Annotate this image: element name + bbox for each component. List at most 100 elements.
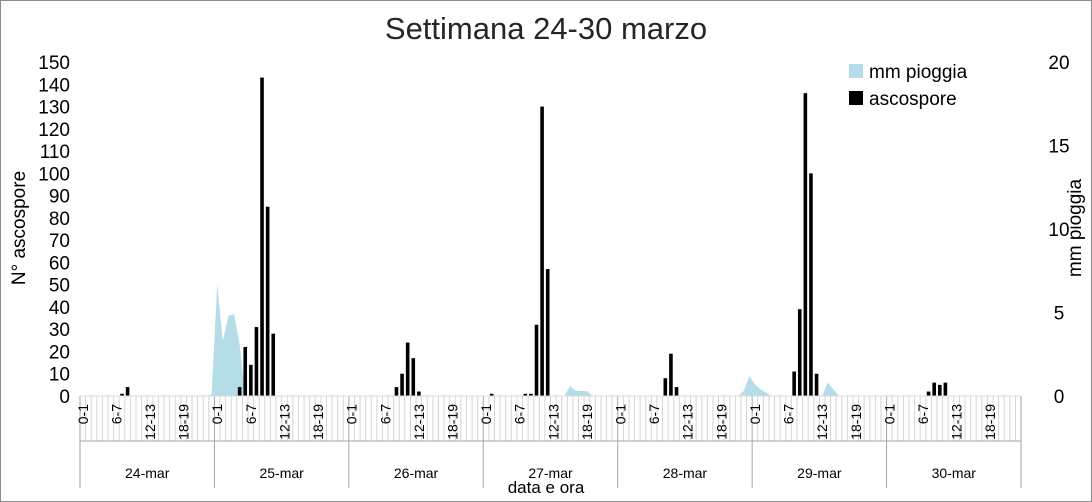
hour-tick-label: 12-13 — [545, 404, 561, 440]
ascospore-bar — [792, 371, 796, 396]
ascospore-bar — [932, 382, 936, 396]
legend-label-ascospore: ascospore — [869, 89, 957, 110]
ascospore-bar — [529, 393, 533, 396]
legend: mm pioggia ascospore — [849, 62, 968, 110]
hour-tick-label: 6-7 — [377, 404, 393, 424]
rain-area — [80, 284, 1021, 396]
y-tick-label: 90 — [49, 187, 70, 208]
hour-tick-label: 18-19 — [579, 404, 595, 440]
hour-tick-label: 6-7 — [243, 404, 259, 424]
hour-tick-label: 12-13 — [949, 404, 965, 440]
hour-tick-label: 12-13 — [814, 404, 830, 440]
hour-tick-label: 6-7 — [781, 404, 797, 424]
ascospore-bar — [120, 393, 124, 396]
day-label: 30-mar — [932, 465, 977, 481]
y2-tick-label: 5 — [1054, 304, 1065, 325]
ascospore-bar — [545, 269, 550, 396]
y-tick-label: 120 — [38, 120, 70, 141]
ascospore-bar — [926, 391, 931, 396]
ascospore-bar — [943, 382, 948, 396]
ascospore-bar — [125, 387, 130, 396]
ascospore-bar — [237, 387, 242, 396]
day-label: 29-mar — [797, 465, 842, 481]
ascospore-bar — [809, 173, 813, 396]
legend-swatch-rain — [849, 64, 863, 78]
hour-tick-label: 0-1 — [881, 404, 897, 424]
y-tick-label: 20 — [49, 342, 70, 363]
y2-tick-label: 20 — [1048, 53, 1069, 74]
hour-tick-label: 18-19 — [444, 404, 460, 440]
ascospore-bar — [254, 326, 259, 396]
ascospore-bar — [663, 378, 668, 396]
hour-tick-label: 18-19 — [176, 404, 192, 440]
y-tick-label: 70 — [49, 231, 70, 252]
hour-tick-label: 12-13 — [680, 404, 696, 440]
ascospore-bar — [534, 324, 539, 396]
ascospore-bar — [243, 347, 248, 396]
ascospore-bar — [417, 391, 421, 396]
hour-tick-label: 0-1 — [344, 404, 360, 424]
ascospore-bar — [674, 387, 679, 396]
ascospore-bar-series — [120, 77, 948, 397]
x-axis-label: data e ora — [508, 478, 585, 497]
hour-tick-label: 0-1 — [75, 404, 91, 424]
day-label: 25-mar — [259, 465, 304, 481]
hour-tick-label: 0-1 — [747, 404, 763, 424]
ascospore-bar — [400, 373, 404, 396]
hour-tick-label: 0-1 — [613, 404, 629, 424]
y-tick-label: 0 — [59, 387, 70, 408]
axes: 0102030405060708090100110120130140150051… — [38, 53, 1069, 481]
y-axis-label-right: mm pioggia — [1065, 178, 1086, 277]
y-tick-label: 150 — [38, 53, 70, 74]
hour-tick-label: 12-13 — [142, 404, 158, 440]
ascospore-bar — [669, 353, 673, 396]
hour-tick-label: 12-13 — [411, 404, 427, 440]
ascospore-bar — [540, 106, 544, 396]
legend-label-rain: mm pioggia — [869, 62, 968, 83]
ascospore-bar — [260, 77, 264, 396]
day-label: 26-mar — [394, 465, 439, 481]
ascospore-bar — [265, 206, 270, 396]
hour-tick-label: 6-7 — [646, 404, 662, 424]
ascospore-bar — [797, 309, 802, 396]
ascospore-bar — [803, 93, 808, 397]
y-tick-label: 110 — [40, 142, 70, 163]
rain-area-series — [80, 284, 1021, 396]
hour-tick-label: 6-7 — [915, 404, 931, 424]
y-axis-label-left: N° ascospore — [9, 171, 30, 285]
y-tick-label: 130 — [38, 98, 70, 119]
day-label: 28-mar — [663, 465, 708, 481]
y-tick-label: 100 — [38, 164, 70, 185]
ascospore-bar — [523, 393, 528, 396]
y-tick-label: 10 — [49, 365, 70, 386]
ascospore-bar — [489, 393, 494, 396]
ascospore-bar — [249, 364, 253, 396]
ascospore-bar — [814, 373, 819, 396]
y2-tick-label: 15 — [1048, 137, 1069, 158]
legend-swatch-ascospore — [849, 91, 863, 105]
ascospore-bar — [937, 384, 942, 396]
y-tick-label: 80 — [49, 209, 70, 230]
y-tick-label: 140 — [38, 75, 70, 96]
y2-tick-label: 0 — [1054, 387, 1065, 408]
y-tick-label: 50 — [49, 276, 70, 297]
hour-tick-label: 18-19 — [982, 404, 998, 440]
y-tick-label: 40 — [49, 298, 70, 319]
hour-tick-label: 6-7 — [512, 404, 528, 424]
hour-tick-label: 0-1 — [478, 404, 494, 424]
hour-tick-label: 18-19 — [310, 404, 326, 440]
ascospore-bar — [271, 333, 276, 396]
grid — [79, 396, 1022, 488]
hour-tick-label: 18-19 — [713, 404, 729, 440]
y-tick-label: 30 — [49, 320, 70, 341]
hour-tick-label: 0-1 — [209, 404, 225, 424]
day-label: 24-mar — [125, 465, 170, 481]
ascospore-bar — [411, 358, 416, 396]
chart-title: Settimana 24-30 marzo — [385, 11, 707, 46]
y-tick-label: 60 — [49, 253, 70, 274]
ascospore-bar — [405, 342, 410, 396]
hour-tick-label: 12-13 — [276, 404, 292, 440]
y2-tick-label: 10 — [1048, 220, 1069, 241]
